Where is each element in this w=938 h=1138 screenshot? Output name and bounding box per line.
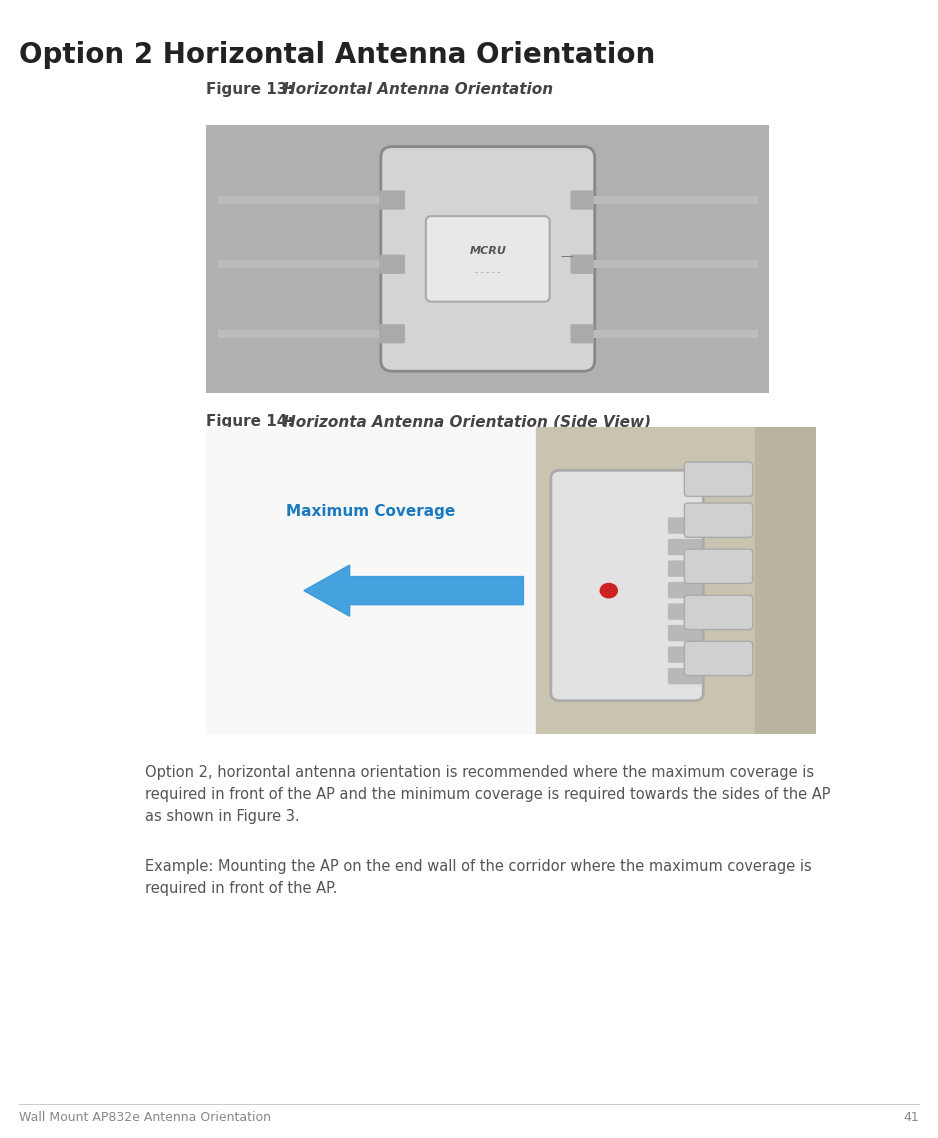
FancyBboxPatch shape — [668, 539, 702, 555]
Text: 41: 41 — [903, 1111, 919, 1123]
FancyBboxPatch shape — [551, 470, 704, 701]
Text: - - - - -: - - - - - — [475, 267, 501, 277]
Text: Horizontal Antenna Orientation: Horizontal Antenna Orientation — [283, 82, 553, 97]
FancyBboxPatch shape — [668, 560, 702, 577]
FancyBboxPatch shape — [379, 324, 405, 344]
Text: Option 2 Horizontal Antenna Orientation: Option 2 Horizontal Antenna Orientation — [19, 41, 655, 69]
FancyBboxPatch shape — [381, 147, 595, 371]
FancyBboxPatch shape — [668, 582, 702, 599]
Text: Maximum Coverage: Maximum Coverage — [285, 504, 455, 519]
FancyArrow shape — [304, 566, 523, 617]
Text: MCRU: MCRU — [469, 246, 507, 256]
FancyBboxPatch shape — [426, 216, 550, 302]
Bar — [206, 427, 536, 734]
Bar — [218, 197, 392, 204]
Bar — [583, 261, 758, 267]
FancyBboxPatch shape — [570, 255, 594, 274]
Text: Example: Mounting the AP on the end wall of the corridor where the maximum cover: Example: Mounting the AP on the end wall… — [145, 859, 812, 897]
FancyBboxPatch shape — [668, 646, 702, 662]
FancyBboxPatch shape — [570, 190, 594, 209]
FancyBboxPatch shape — [668, 625, 702, 642]
FancyBboxPatch shape — [685, 595, 752, 629]
Bar — [536, 427, 816, 734]
Circle shape — [600, 584, 617, 597]
FancyBboxPatch shape — [570, 324, 594, 344]
FancyBboxPatch shape — [668, 518, 702, 534]
Bar — [583, 197, 758, 204]
Bar — [218, 261, 392, 267]
Text: Figure 13:: Figure 13: — [206, 82, 305, 97]
Bar — [218, 330, 392, 338]
FancyBboxPatch shape — [379, 190, 405, 209]
FancyBboxPatch shape — [379, 255, 405, 274]
FancyBboxPatch shape — [685, 503, 752, 537]
FancyBboxPatch shape — [685, 642, 752, 676]
Text: Figure 14:: Figure 14: — [206, 414, 305, 429]
Text: Horizonta Antenna Orientation (Side View): Horizonta Antenna Orientation (Side View… — [283, 414, 651, 429]
FancyBboxPatch shape — [668, 668, 702, 684]
Text: —: — — [560, 249, 573, 263]
FancyBboxPatch shape — [668, 603, 702, 620]
Text: Option 2, horizontal antenna orientation is recommended where the maximum covera: Option 2, horizontal antenna orientation… — [145, 765, 831, 824]
FancyBboxPatch shape — [685, 462, 752, 496]
Text: Wall Mount AP832e Antenna Orientation: Wall Mount AP832e Antenna Orientation — [19, 1111, 271, 1123]
Bar — [583, 330, 758, 338]
FancyBboxPatch shape — [685, 550, 752, 584]
Bar — [755, 427, 816, 734]
